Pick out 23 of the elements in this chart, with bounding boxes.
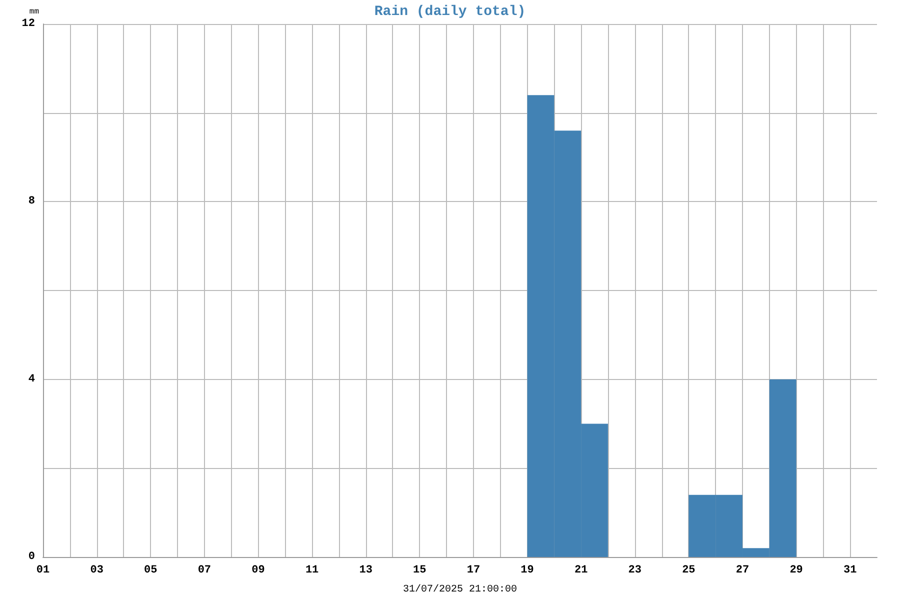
x-tick-label: 25 xyxy=(682,564,696,576)
x-tick-label: 11 xyxy=(305,564,320,576)
x-axis-title: 31/07/2025 21:00:00 xyxy=(402,584,518,596)
x-tick-label: 07 xyxy=(198,564,212,576)
y-tick-label: 4 xyxy=(28,373,36,386)
y-axis-title: mm xyxy=(29,8,40,16)
x-tick-label: 29 xyxy=(790,564,803,576)
x-tick-label: 21 xyxy=(574,564,588,576)
x-tick-label: 13 xyxy=(359,564,373,576)
x-tick-label: 03 xyxy=(90,564,104,576)
x-tick-label: 09 xyxy=(252,564,265,576)
x-tick-label: 17 xyxy=(466,564,480,576)
x-tick-label: 01 xyxy=(36,564,50,576)
y-tick-label: 8 xyxy=(28,196,36,208)
x-tick-label: 31 xyxy=(843,564,858,576)
x-tick-label: 19 xyxy=(520,564,534,576)
x-tick-label: 27 xyxy=(736,564,750,576)
y-tick-label: 0 xyxy=(28,551,35,563)
y-tick-label: 12 xyxy=(22,18,35,30)
x-tick-label: 23 xyxy=(628,564,642,576)
x-tick-label: 15 xyxy=(413,564,427,576)
x-tick-label: 05 xyxy=(144,564,158,576)
chart-title: Rain (daily total) xyxy=(374,4,526,20)
